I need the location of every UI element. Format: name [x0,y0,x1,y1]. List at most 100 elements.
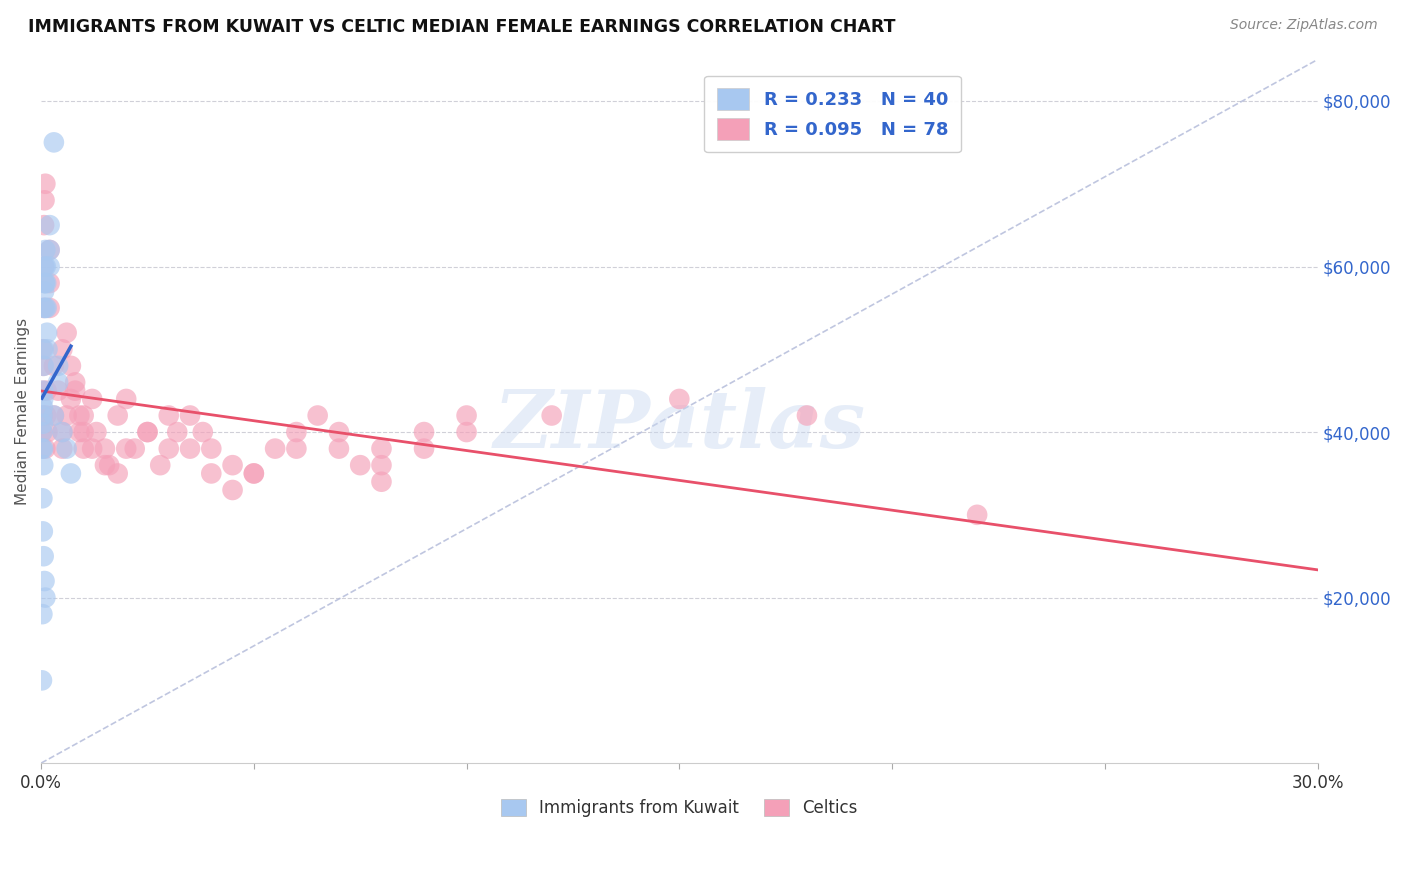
Point [456,409,478,423]
Point [35,301,58,315]
Point [157,409,180,423]
Point [166,425,188,439]
Point [32,301,55,315]
Point [31,491,53,506]
Point [966,508,988,522]
Point [668,392,690,406]
Point [221,458,243,472]
Point [38,243,60,257]
Point [32,549,55,564]
Point [42,136,65,150]
Point [191,425,214,439]
Point [73,409,96,423]
Point [31,343,53,357]
Point [456,425,478,439]
Point [55,326,77,340]
Point [32,392,55,406]
Point [59,359,82,373]
Point [31,409,53,423]
Point [35,409,58,423]
Point [264,442,287,456]
Point [34,276,56,290]
Point [51,442,73,456]
Point [328,442,350,456]
Point [540,409,562,423]
Point [35,260,58,274]
Point [55,442,77,456]
Point [73,442,96,456]
Point [34,194,56,208]
Point [59,467,82,481]
Point [370,458,392,472]
Point [38,260,60,274]
Point [179,409,201,423]
Point [200,467,222,481]
Point [179,442,201,456]
Point [413,425,436,439]
Point [63,384,86,398]
Point [136,425,159,439]
Point [34,276,56,290]
Text: Source: ZipAtlas.com: Source: ZipAtlas.com [1230,18,1378,32]
Point [31,425,53,439]
Point [35,326,58,340]
Point [136,425,159,439]
Point [34,243,56,257]
Point [149,458,172,472]
Point [34,442,56,456]
Point [285,442,308,456]
Point [59,392,82,406]
Point [73,425,96,439]
Point [307,409,329,423]
Point [42,359,65,373]
Point [32,285,55,299]
Point [46,384,69,398]
Point [31,384,53,398]
Point [51,425,73,439]
Point [38,218,60,232]
Point [37,425,59,439]
Point [38,301,60,315]
Point [67,425,90,439]
Legend: Immigrants from Kuwait, Celtics: Immigrants from Kuwait, Celtics [492,790,866,825]
Point [349,458,371,472]
Point [32,301,55,315]
Point [51,343,73,357]
Point [98,458,121,472]
Point [31,673,53,688]
Point [328,425,350,439]
Point [31,524,53,539]
Point [32,343,55,357]
Point [31,401,53,415]
Point [243,467,266,481]
Point [32,218,55,232]
Point [67,409,90,423]
Point [37,343,59,357]
Text: IMMIGRANTS FROM KUWAIT VS CELTIC MEDIAN FEMALE EARNINGS CORRELATION CHART: IMMIGRANTS FROM KUWAIT VS CELTIC MEDIAN … [28,18,896,36]
Point [32,384,55,398]
Point [34,301,56,315]
Point [31,425,53,439]
Point [42,409,65,423]
Point [285,425,308,439]
Point [38,276,60,290]
Point [42,409,65,423]
Text: ZIPatlas: ZIPatlas [494,387,865,464]
Point [35,384,58,398]
Point [86,425,108,439]
Point [38,243,60,257]
Point [82,442,104,456]
Point [107,409,129,423]
Point [243,467,266,481]
Point [94,458,117,472]
Point [370,475,392,489]
Point [32,260,55,274]
Point [55,409,77,423]
Point [94,442,117,456]
Point [51,425,73,439]
Point [115,442,138,456]
Y-axis label: Median Female Earnings: Median Female Earnings [15,318,30,505]
Point [34,591,56,605]
Point [115,392,138,406]
Point [35,276,58,290]
